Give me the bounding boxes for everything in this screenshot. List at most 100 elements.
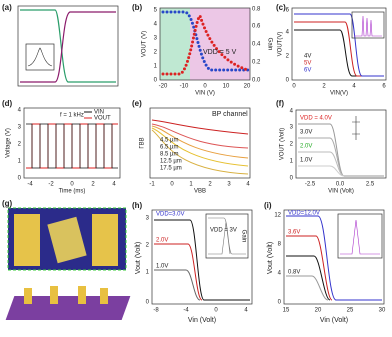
curve (26, 123, 118, 169)
text-label: VOUT (Volt) (280, 128, 286, 160)
text-label: 0 (290, 176, 294, 182)
text-label: 2.0V (300, 144, 312, 150)
text-label: 3 (227, 182, 231, 188)
text-label: 30 (379, 308, 386, 314)
curve (208, 217, 246, 255)
panel-shape (295, 109, 387, 179)
panel-shape (190, 8, 250, 80)
text-label: VDD = 5 V (203, 49, 237, 56)
panel-shape (205, 213, 249, 259)
panel-shape (159, 7, 251, 81)
curve (352, 116, 360, 140)
panel-shape (24, 288, 32, 304)
text-label: 8.5 µm (160, 152, 178, 158)
text-label: 5V (304, 61, 311, 67)
text-label: -1 (149, 182, 155, 188)
text-label: 1 (154, 64, 158, 70)
text-label: 0 (292, 84, 296, 90)
text-label: (f) (276, 99, 284, 108)
text-label: 6.5 µm (160, 145, 178, 151)
text-label: (c) (276, 3, 286, 12)
panel-shape (78, 286, 86, 304)
text-label: VOUT (V) (142, 31, 148, 57)
panel-shape (23, 107, 121, 179)
text-label: VIN (V) (195, 91, 215, 97)
curve (286, 215, 382, 301)
text-label: 4 (352, 84, 356, 90)
curve (161, 13, 250, 76)
text-label: 3.6V (288, 230, 300, 236)
curve (154, 219, 250, 301)
text-label: (d) (2, 99, 13, 108)
text-label: 20 (244, 84, 251, 90)
text-label: 25 (347, 308, 354, 314)
panel-shape (5, 296, 131, 320)
curve (151, 123, 249, 149)
text-label: 17.5 µm (160, 166, 182, 172)
text-label: -20 (159, 84, 168, 90)
text-label: 4 (246, 182, 250, 188)
text-label: 2 (290, 142, 294, 148)
text-label: 4 (154, 22, 158, 28)
text-label: -2.5 (305, 182, 316, 188)
text-label: 0.8V (288, 270, 300, 276)
text-label: 12.5 µm (160, 159, 182, 165)
panel-shape (291, 7, 387, 81)
text-label: 0.6 (252, 24, 261, 30)
curve (354, 15, 382, 37)
panel-shape (25, 43, 55, 71)
text-label: 0 (278, 300, 282, 306)
text-label: 1 (18, 159, 22, 165)
text-label: 2 (146, 243, 150, 249)
panel-shape (283, 209, 385, 305)
text-label: VDD=12.0V (288, 211, 320, 217)
text-label: 0 (70, 182, 74, 188)
text-label: 4V (304, 54, 311, 60)
panel-shape (50, 286, 58, 304)
text-label: (a) (2, 3, 12, 12)
text-label: 0.0 (336, 182, 345, 188)
curve (151, 119, 249, 135)
text-label: Gain (240, 230, 246, 243)
curve (151, 127, 249, 167)
panel-shape (337, 213, 383, 259)
text-label: 2 (154, 50, 158, 56)
text-label: -8 (153, 308, 159, 314)
text-label: 4.5 µm (160, 138, 178, 144)
text-label: VIN (94, 110, 104, 116)
text-label: 2.0V (156, 238, 168, 244)
curve (151, 125, 249, 159)
text-label: BP channel (212, 111, 248, 118)
text-label: 12 (274, 213, 281, 219)
text-label: 3.0V (300, 130, 312, 136)
text-label: 1 (146, 270, 150, 276)
text-label: 3 (146, 216, 150, 222)
text-label: 2 (208, 182, 212, 188)
panel-shape (92, 214, 118, 266)
curve (286, 255, 331, 301)
text-label: 4 (112, 182, 116, 188)
text-label: 0.0 (252, 78, 261, 84)
text-label: Vout (Volt) (135, 242, 142, 274)
panel-shape (47, 216, 87, 264)
text-label: Gain (266, 38, 272, 51)
text-label: -10 (180, 84, 189, 90)
text-label: 2 (91, 182, 95, 188)
text-label: 8 (278, 242, 282, 248)
text-label: 3 (290, 125, 294, 131)
curve (298, 165, 345, 177)
text-label: VDD = 4.0V (300, 116, 332, 122)
text-label: Vin (Volt) (188, 317, 216, 324)
text-label: VBB (194, 189, 206, 195)
text-label: 1 (290, 159, 294, 165)
text-label: 6 (286, 8, 290, 14)
text-label: 4 (290, 109, 294, 115)
text-label: 1.0V (300, 158, 312, 164)
text-label: (g) (2, 199, 13, 208)
text-label: ΓBB (140, 137, 146, 148)
curve (294, 21, 384, 77)
curve (154, 269, 201, 301)
text-label: -4 (27, 182, 33, 188)
text-label: 4 (244, 308, 248, 314)
panel-shape (17, 5, 119, 87)
